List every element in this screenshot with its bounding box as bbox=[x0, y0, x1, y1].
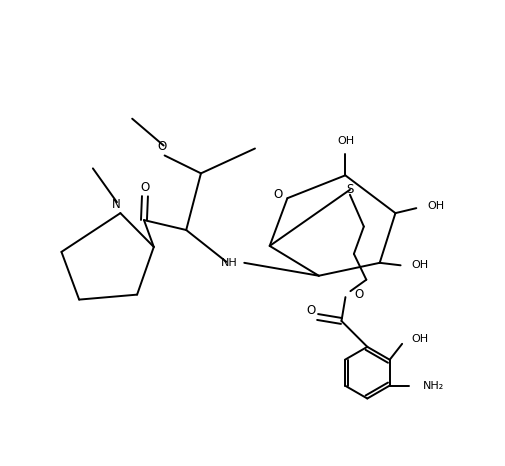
Text: N: N bbox=[112, 198, 121, 211]
Text: OH: OH bbox=[410, 334, 427, 344]
Text: S: S bbox=[345, 183, 353, 196]
Text: O: O bbox=[157, 140, 167, 153]
Text: OH: OH bbox=[411, 260, 428, 270]
Text: O: O bbox=[273, 188, 282, 201]
Text: OH: OH bbox=[337, 136, 354, 145]
Text: NH: NH bbox=[221, 258, 237, 268]
Text: NH₂: NH₂ bbox=[422, 381, 443, 391]
Text: O: O bbox=[140, 181, 149, 194]
Text: O: O bbox=[306, 304, 315, 317]
Text: OH: OH bbox=[426, 201, 443, 211]
Text: O: O bbox=[353, 288, 363, 301]
